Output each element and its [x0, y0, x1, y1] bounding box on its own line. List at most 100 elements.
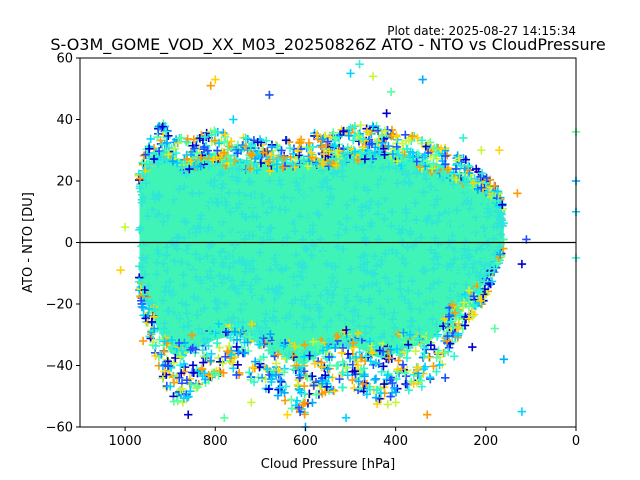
data-point: [152, 270, 161, 279]
data-point: [308, 372, 317, 381]
data-point: [268, 313, 277, 323]
data-point: [245, 332, 254, 342]
data-point: [392, 344, 402, 354]
data-point: [358, 225, 367, 235]
data-point: [135, 174, 145, 183]
data-point: [318, 272, 328, 282]
data-point: [154, 228, 163, 238]
data-point: [338, 368, 347, 377]
data-point: [251, 357, 260, 366]
data-point: [144, 247, 154, 256]
data-point: [362, 258, 372, 267]
data-point: [318, 158, 327, 167]
data-point: [426, 284, 435, 293]
data-point: [214, 319, 223, 328]
data-point: [375, 334, 385, 344]
data-point: [350, 367, 359, 376]
data-point: [472, 268, 481, 277]
data-point: [256, 355, 265, 364]
data-point: [309, 168, 319, 177]
data-point: [179, 281, 189, 290]
data-point: [279, 368, 289, 377]
data-point: [423, 157, 432, 166]
data-point: [279, 153, 289, 163]
data-point: [312, 300, 322, 309]
data-point: [412, 169, 421, 178]
data-point: [212, 338, 222, 348]
data-point: [367, 268, 376, 277]
data-point: [469, 259, 479, 268]
data-point: [271, 337, 280, 347]
data-point: [286, 172, 295, 181]
data-point: [405, 330, 415, 340]
data-point: [254, 198, 263, 208]
data-point: [319, 249, 328, 258]
data-point: [215, 170, 225, 179]
data-point: [249, 136, 259, 145]
data-point: [452, 175, 461, 185]
data-point: [157, 273, 166, 282]
data-point: [143, 190, 153, 199]
data-point: [403, 218, 412, 227]
data-point: [362, 127, 372, 136]
data-point: [351, 223, 361, 232]
data-point: [224, 212, 233, 222]
data-point: [248, 308, 258, 317]
data-point: [329, 243, 339, 252]
data-point: [368, 154, 377, 164]
data-point: [240, 212, 250, 222]
data-point: [441, 229, 450, 239]
data-point: [462, 208, 471, 217]
data-point: [360, 371, 369, 381]
data-point: [443, 331, 452, 341]
data-point: [320, 332, 330, 341]
data-point: [155, 190, 164, 200]
data-point: [189, 368, 198, 377]
data-point: [369, 269, 378, 279]
data-point: [227, 318, 236, 327]
data-point: [373, 399, 382, 409]
data-point: [277, 331, 286, 340]
data-point: [395, 284, 405, 294]
data-point: [321, 387, 330, 397]
data-point: [159, 259, 168, 268]
data-point: [281, 245, 291, 254]
data-point: [464, 253, 473, 263]
data-point: [384, 141, 393, 151]
data-point: [179, 270, 188, 280]
data-point: [264, 294, 274, 304]
data-point: [253, 137, 262, 147]
data-point: [160, 337, 169, 346]
data-point: [331, 197, 340, 206]
data-point: [207, 273, 216, 283]
data-point: [175, 184, 184, 194]
data-point: [142, 297, 152, 307]
data-point: [174, 288, 184, 298]
data-point: [135, 184, 145, 193]
data-point: [428, 315, 437, 324]
data-point: [183, 231, 192, 240]
data-point: [255, 248, 265, 257]
data-point: [409, 337, 418, 347]
data-point: [301, 243, 310, 253]
data-point: [469, 225, 479, 235]
data-point: [252, 213, 261, 222]
data-point: [470, 218, 479, 227]
data-point: [230, 327, 240, 337]
data-point: [422, 174, 431, 184]
data-point: [210, 126, 219, 135]
data-point: [477, 244, 486, 254]
data-point: [231, 298, 241, 307]
outlier-point: [184, 410, 193, 419]
data-point: [334, 255, 343, 264]
data-point: [189, 162, 199, 172]
data-point: [434, 346, 443, 355]
data-point: [491, 227, 500, 237]
data-point: [235, 256, 244, 265]
data-point: [411, 346, 420, 356]
data-point: [425, 373, 435, 382]
data-point: [394, 356, 403, 365]
data-point: [201, 184, 211, 194]
data-point: [151, 341, 160, 351]
data-point: [361, 351, 371, 361]
